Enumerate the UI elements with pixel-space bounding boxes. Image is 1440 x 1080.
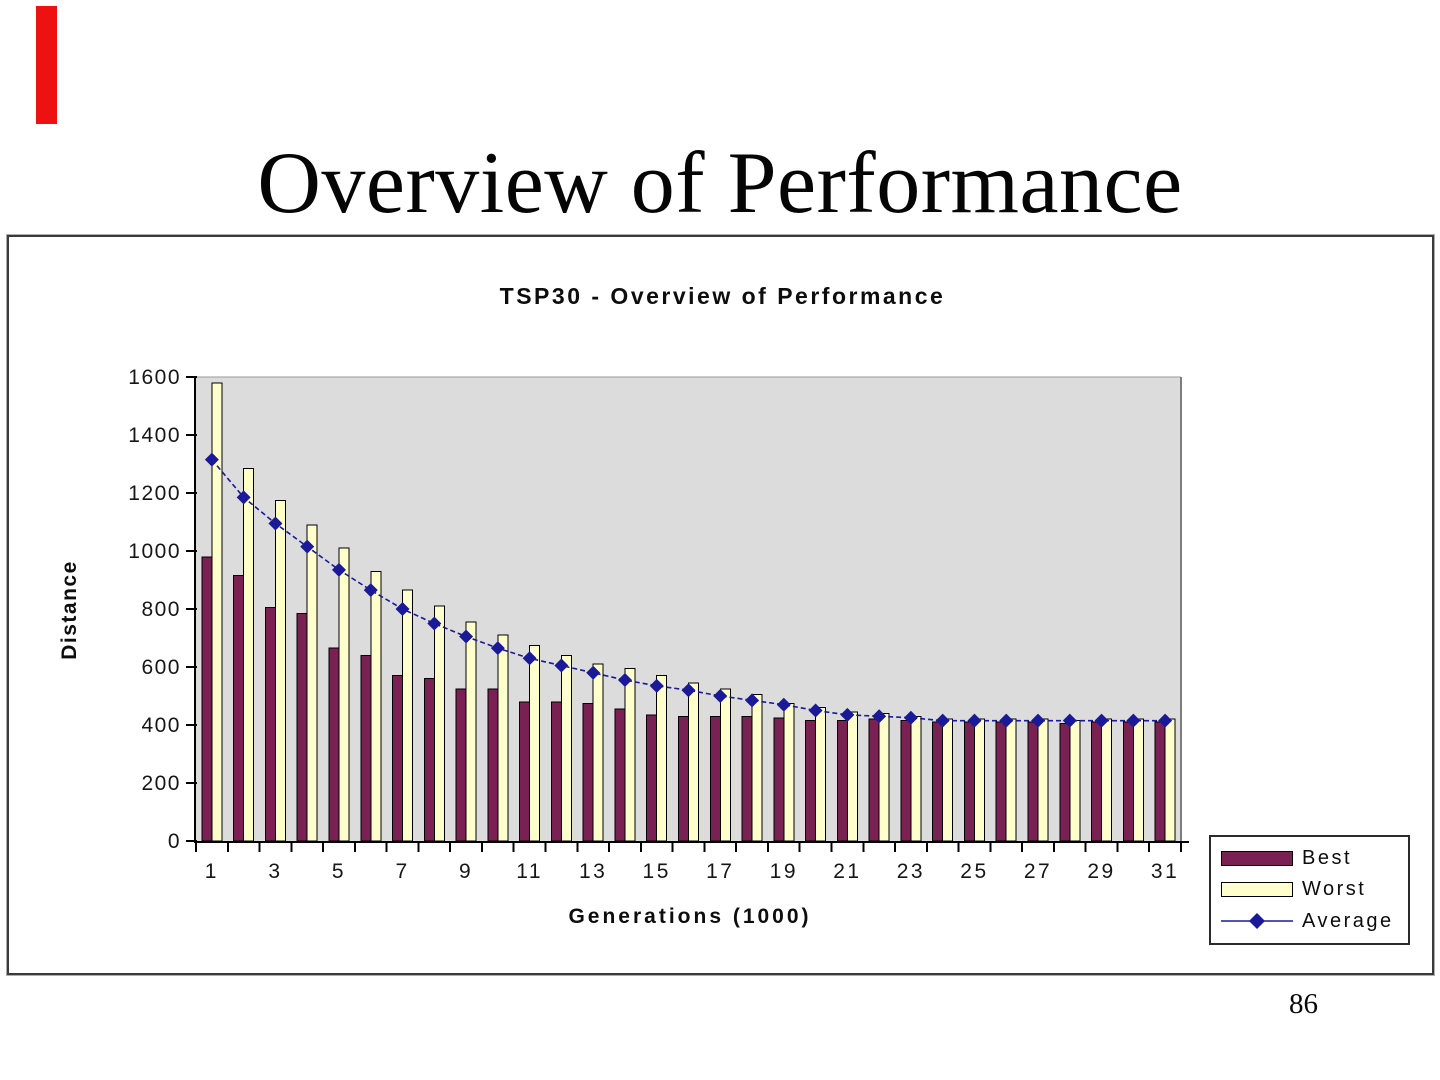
legend-label-best: Best (1302, 847, 1353, 870)
legend-swatch-best (1221, 851, 1293, 867)
legend-item-best: Best (1221, 847, 1400, 870)
legend-label-worst: Worst (1302, 878, 1367, 901)
legend-swatch-average (1221, 913, 1293, 930)
page-number: 86 (1289, 988, 1318, 1020)
chart-frame: TSP30 - Overview of Performance Distance… (6, 234, 1435, 976)
legend-item-worst: Worst (1221, 878, 1400, 901)
chart-legend: Best Worst Average (1209, 835, 1410, 945)
red-strip-marker (36, 6, 57, 124)
chart-title: TSP30 - Overview of Performance (499, 283, 946, 309)
legend-label-average: Average (1302, 909, 1394, 932)
y-axis-title: Distance (58, 560, 81, 660)
legend-swatch-worst (1221, 882, 1293, 898)
x-axis-title: Generations (1000) (568, 905, 812, 928)
legend-item-average: Average (1221, 910, 1400, 933)
slide-title: Overview of Performance (257, 135, 1183, 232)
